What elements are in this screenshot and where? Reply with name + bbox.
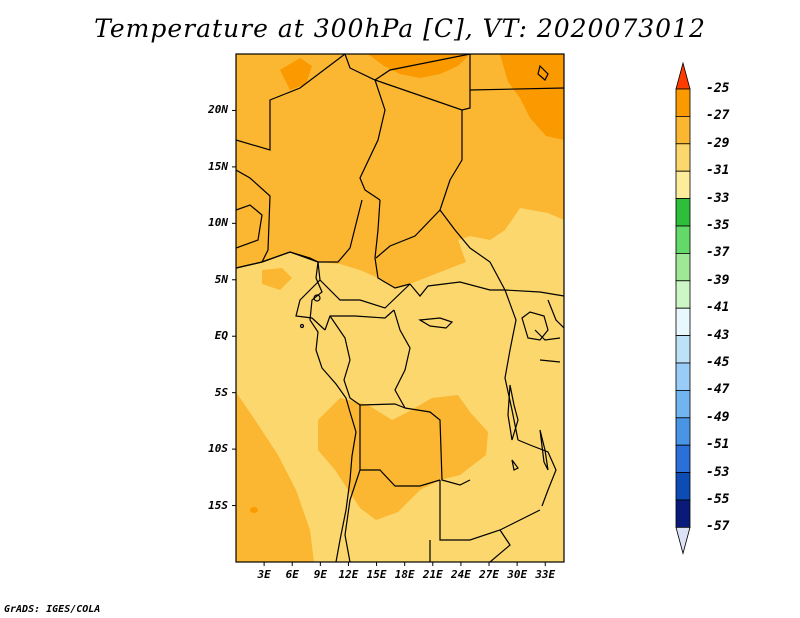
- colorbar-segment: [675, 252, 691, 282]
- field-band-medium: [236, 54, 564, 288]
- colorbar-segment: [675, 499, 691, 528]
- field-band-medium-sw: [236, 392, 314, 562]
- lat-tick-label: 15N: [208, 159, 228, 173]
- colorbar-label: -45: [706, 355, 730, 370]
- lon-tick-label: 33E: [535, 568, 556, 581]
- colorbar-label: -49: [706, 409, 730, 425]
- colorbar-segment: [675, 143, 691, 172]
- lon-tick-label: 9E: [313, 568, 327, 581]
- colorbar-label: -25: [706, 81, 730, 96]
- lon-tick-label: 24E: [450, 568, 471, 581]
- colorbar-top-arrow: [675, 61, 691, 90]
- colorbar-label: -53: [706, 464, 730, 480]
- credit-label: GrADS: IGES/COLA: [4, 604, 101, 615]
- lat-tick-label: 5N: [214, 272, 228, 286]
- colorbar-label: -33: [706, 190, 730, 206]
- colorbar-segment: [675, 362, 691, 391]
- coastline: [236, 251, 357, 562]
- lon-tick-label: 6E: [285, 568, 299, 581]
- field-band-warm-nw: [280, 58, 312, 90]
- lat-tick-label: 5S: [214, 385, 228, 399]
- colorbar-label: -41: [706, 300, 730, 316]
- colorbar-segment: [675, 88, 691, 117]
- lat-tick-label: EQ: [214, 329, 228, 343]
- colorbar-segment: [675, 472, 691, 501]
- lat-tick-label: 10N: [208, 216, 228, 230]
- lon-tick-label: 12E: [338, 568, 359, 581]
- colorbar-segment: [675, 444, 691, 474]
- field-band-warm: [368, 54, 470, 78]
- colorbar-label: -51: [706, 437, 730, 453]
- lon-tick-label: 21E: [422, 568, 443, 581]
- lon-tick-label: 3E: [257, 568, 271, 581]
- lakes: [418, 64, 549, 471]
- lon-tick-label: 18E: [394, 568, 415, 581]
- colorbar-segment: [675, 116, 691, 145]
- colorbar: [675, 61, 691, 555]
- map-frame: [235, 53, 565, 563]
- colorbar-label: -57: [706, 519, 730, 535]
- field-band-warm-s: [250, 507, 258, 513]
- axis-ticks: [232, 109, 546, 566]
- colorbar-label: -55: [706, 492, 730, 507]
- colorbar-label: -43: [706, 327, 730, 343]
- lat-tick-label: 20N: [208, 103, 228, 117]
- field-band-warm-ne: [500, 54, 564, 140]
- lon-tick-label: 15E: [366, 568, 387, 581]
- map-title: Temperature at 300hPa [C], VT: 202007301…: [94, 14, 706, 43]
- colorbar-label: -31: [706, 163, 730, 179]
- colorbar-bottom-arrow: [675, 527, 691, 555]
- colorbar-label: -27: [706, 108, 730, 124]
- lon-tick-label: 27E: [479, 568, 499, 581]
- lon-tick-label: 30E: [507, 568, 528, 581]
- lat-tick-label: 15S: [208, 498, 228, 512]
- colorbar-label: -47: [706, 382, 730, 398]
- colorbar-segment: [675, 417, 691, 446]
- colorbar-label: -29: [706, 135, 730, 151]
- colorbar-segment: [675, 198, 691, 227]
- colorbar-segment: [675, 307, 691, 337]
- field-band-medium-patch-w: [262, 268, 292, 290]
- colorbar-segment: [675, 389, 691, 419]
- colorbar-label: -37: [706, 245, 730, 261]
- colorbar-label: -35: [706, 218, 730, 233]
- colorbar-segment: [675, 335, 691, 364]
- colorbar-segment: [675, 225, 691, 254]
- lat-tick-label: 10S: [208, 442, 228, 456]
- colorbar-label: -39: [706, 272, 730, 288]
- colorbar-segment: [675, 280, 691, 309]
- colorbar-segment: [675, 170, 691, 199]
